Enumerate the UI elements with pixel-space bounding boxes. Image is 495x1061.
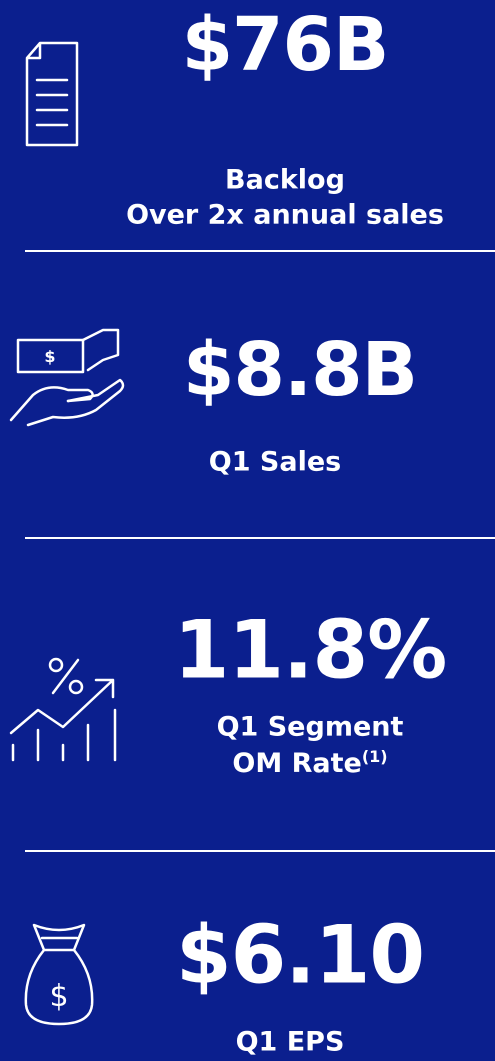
payment-icon: $	[9, 328, 125, 427]
metric-label: Backlog	[225, 164, 345, 196]
divider	[25, 850, 495, 852]
svg-text:$: $	[49, 979, 68, 1014]
svg-text:$: $	[44, 347, 55, 366]
metric-value: $6.10	[175, 908, 425, 1002]
metric-label: Over 2x annual sales	[126, 199, 444, 231]
divider	[25, 537, 495, 539]
metric-label: Q1 Sales	[208, 446, 342, 478]
metric-value: $8.8B	[183, 327, 418, 413]
metric-label: OM Rate(1)	[232, 747, 387, 779]
metric-label: Q1 EPS	[235, 1026, 345, 1058]
document-icon	[25, 41, 79, 147]
metric-label: Q1 Segment	[216, 711, 404, 743]
divider	[25, 250, 495, 252]
metric-label-text: OM Rate	[232, 748, 362, 779]
metric-value: 11.8%	[173, 603, 448, 697]
growth-icon	[9, 657, 117, 762]
money-bag-icon: $	[24, 923, 94, 1026]
footnote: (1)	[361, 747, 388, 766]
metric-value: $76B	[181, 2, 390, 88]
